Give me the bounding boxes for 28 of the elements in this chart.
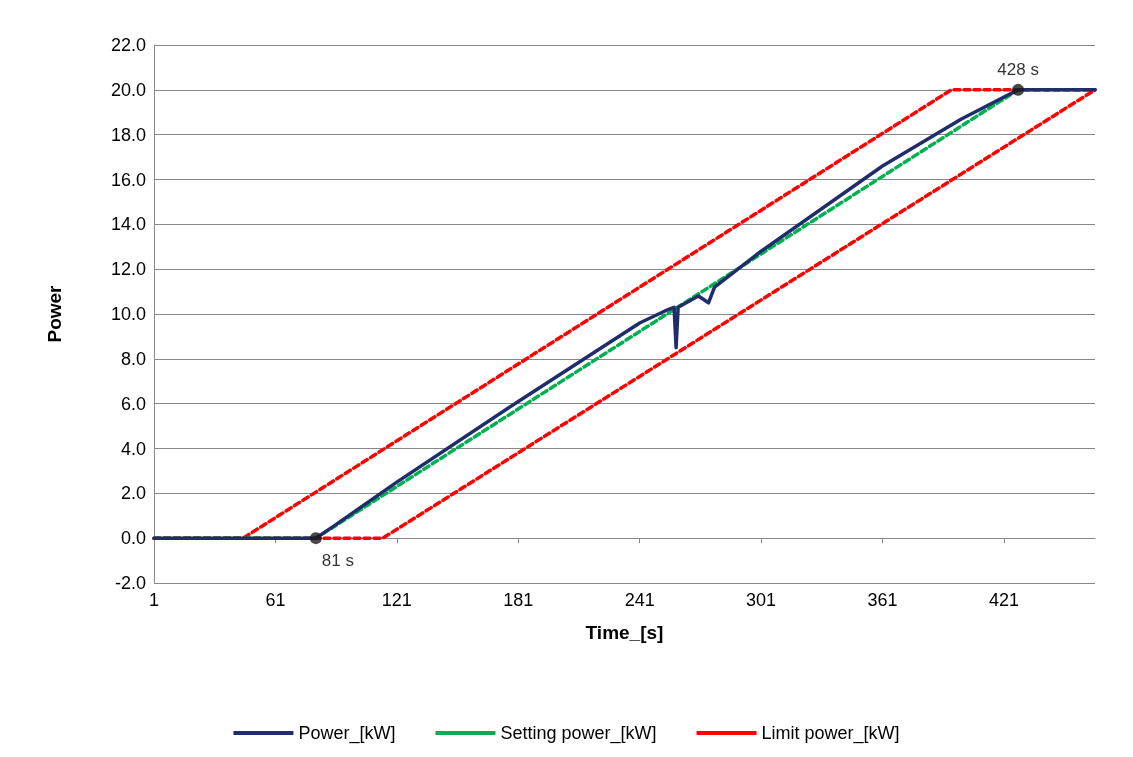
- annotation: 81 s: [321, 551, 354, 571]
- y-tick-label: 18.0: [110, 124, 146, 145]
- x-tick-label: 241: [624, 590, 655, 610]
- x-tick-label: 421: [988, 590, 1019, 610]
- y-tick-label: 20.0: [110, 79, 146, 100]
- x-tick-label: 121: [381, 590, 412, 610]
- annotation: 428 s: [997, 59, 1039, 79]
- y-tick-label: 22.0: [110, 35, 146, 55]
- y-tick-label: -2.0: [114, 573, 146, 593]
- y-tick-label: 2.0: [120, 483, 146, 504]
- x-tick-label: 1: [148, 590, 160, 610]
- y-tick-label: 16.0: [110, 169, 146, 190]
- y-tick-label: 10.0: [110, 304, 146, 324]
- y-axis-title: Power: [44, 284, 65, 343]
- y-tick-label: 12.0: [110, 259, 146, 280]
- x-tick-label: 181: [503, 590, 534, 610]
- y-tick-label: 6.0: [120, 393, 146, 414]
- legend-label: Setting power_[kW]: [500, 723, 657, 744]
- x-tick-label: 61: [265, 590, 286, 610]
- y-tick-label: 4.0: [120, 438, 146, 459]
- x-axis-title: Time_[s]: [585, 622, 664, 643]
- y-tick-label: 8.0: [120, 348, 146, 369]
- legend-label: Limit power_[kW]: [761, 723, 900, 744]
- x-tick-label: 361: [867, 590, 898, 610]
- y-tick-label: 14.0: [110, 214, 146, 235]
- x-tick-label: 301: [746, 590, 777, 610]
- legend-label: Power_[kW]: [298, 723, 396, 744]
- y-tick-label: 0.0: [120, 528, 146, 549]
